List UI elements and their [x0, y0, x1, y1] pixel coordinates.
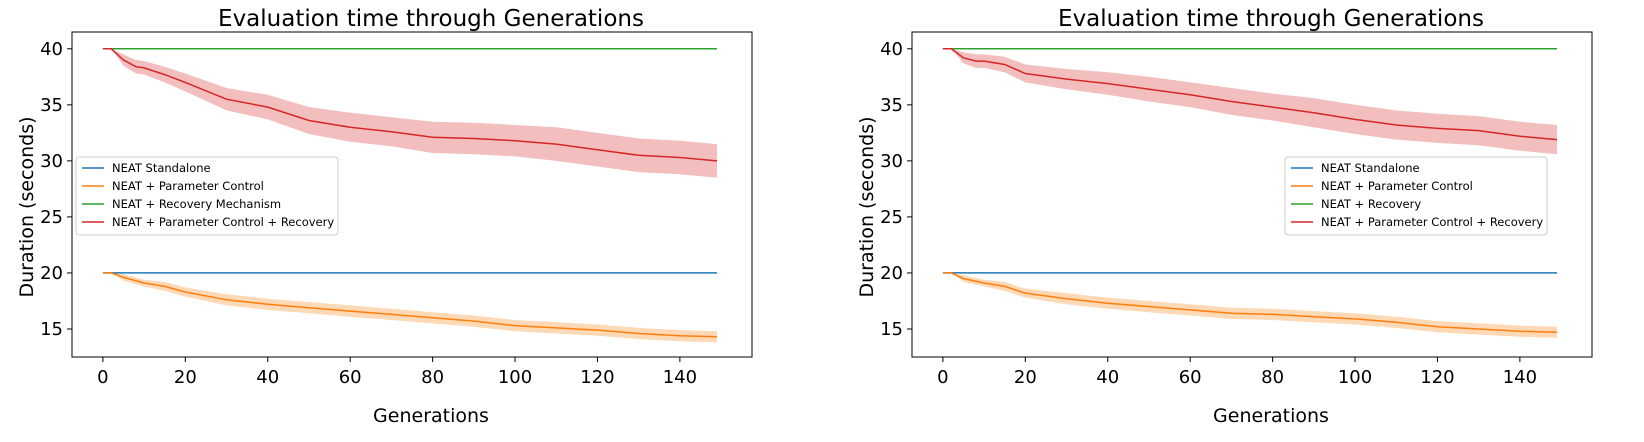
y-tick-label: 20: [880, 263, 903, 284]
y-tick-label: 15: [40, 319, 63, 340]
legend-label: NEAT + Parameter Control + Recovery: [1321, 215, 1543, 229]
x-tick-label: 140: [663, 367, 697, 388]
x-tick-label: 140: [1503, 367, 1537, 388]
x-axis-label: Generations: [1213, 405, 1329, 427]
x-tick-label: 0: [937, 367, 948, 388]
series-line-1: [102, 272, 718, 338]
series-line-3: [102, 48, 718, 162]
y-tick-label: 25: [880, 207, 903, 228]
y-axis-label: Duration (seconds): [856, 116, 878, 297]
legend-label: NEAT + Parameter Control + Recovery: [112, 215, 334, 229]
x-tick-label: 60: [339, 367, 362, 388]
plot-frame: [911, 31, 1593, 358]
x-tick-label: 80: [1261, 367, 1284, 388]
y-tick-label: 30: [40, 151, 63, 172]
x-tick-label: 100: [1338, 367, 1372, 388]
legend-label: NEAT + Parameter Control: [1321, 179, 1473, 193]
x-tick-label: 120: [1420, 367, 1454, 388]
y-tick-label: 20: [40, 263, 63, 284]
x-tick-label: 120: [580, 367, 614, 388]
plot-frame: [71, 31, 753, 358]
x-tick-label: 100: [498, 367, 532, 388]
x-tick-label: 60: [1179, 367, 1202, 388]
chart-title: Evaluation time through Generations: [1058, 6, 1484, 32]
y-axis-label: Duration (seconds): [16, 116, 38, 297]
y-tick-label: 35: [40, 95, 63, 116]
y-tick-label: 30: [880, 151, 903, 172]
x-tick-label: 0: [97, 367, 108, 388]
x-tick-label: 80: [421, 367, 444, 388]
legend-label: NEAT + Parameter Control: [112, 179, 264, 193]
series-band-1: [942, 272, 1557, 338]
y-tick-label: 25: [40, 207, 63, 228]
chart-left: Evaluation time through Generations Gene…: [16, 6, 753, 427]
y-tick-label: 40: [40, 39, 63, 60]
chart-right: Evaluation time through Generations Gene…: [856, 6, 1593, 427]
legend-label: NEAT Standalone: [112, 161, 211, 175]
legend-label: NEAT + Recovery: [1321, 197, 1421, 211]
legend-label: NEAT + Recovery Mechanism: [112, 197, 281, 211]
x-tick-label: 20: [1014, 367, 1037, 388]
y-tick-label: 35: [880, 95, 903, 116]
x-axis-label: Generations: [373, 405, 489, 427]
series-band-3: [942, 48, 1557, 155]
chart-title: Evaluation time through Generations: [218, 6, 644, 32]
legend-label: NEAT Standalone: [1321, 161, 1420, 175]
x-tick-label: 40: [256, 367, 279, 388]
legend-box: [1284, 156, 1548, 236]
series-line-3: [942, 48, 1558, 141]
series-band-1: [102, 272, 717, 343]
y-tick-label: 40: [880, 39, 903, 60]
series-line-1: [942, 272, 1558, 334]
x-tick-label: 40: [1096, 367, 1119, 388]
y-tick-label: 15: [880, 319, 903, 340]
x-tick-label: 20: [174, 367, 197, 388]
legend-box: [75, 156, 339, 236]
